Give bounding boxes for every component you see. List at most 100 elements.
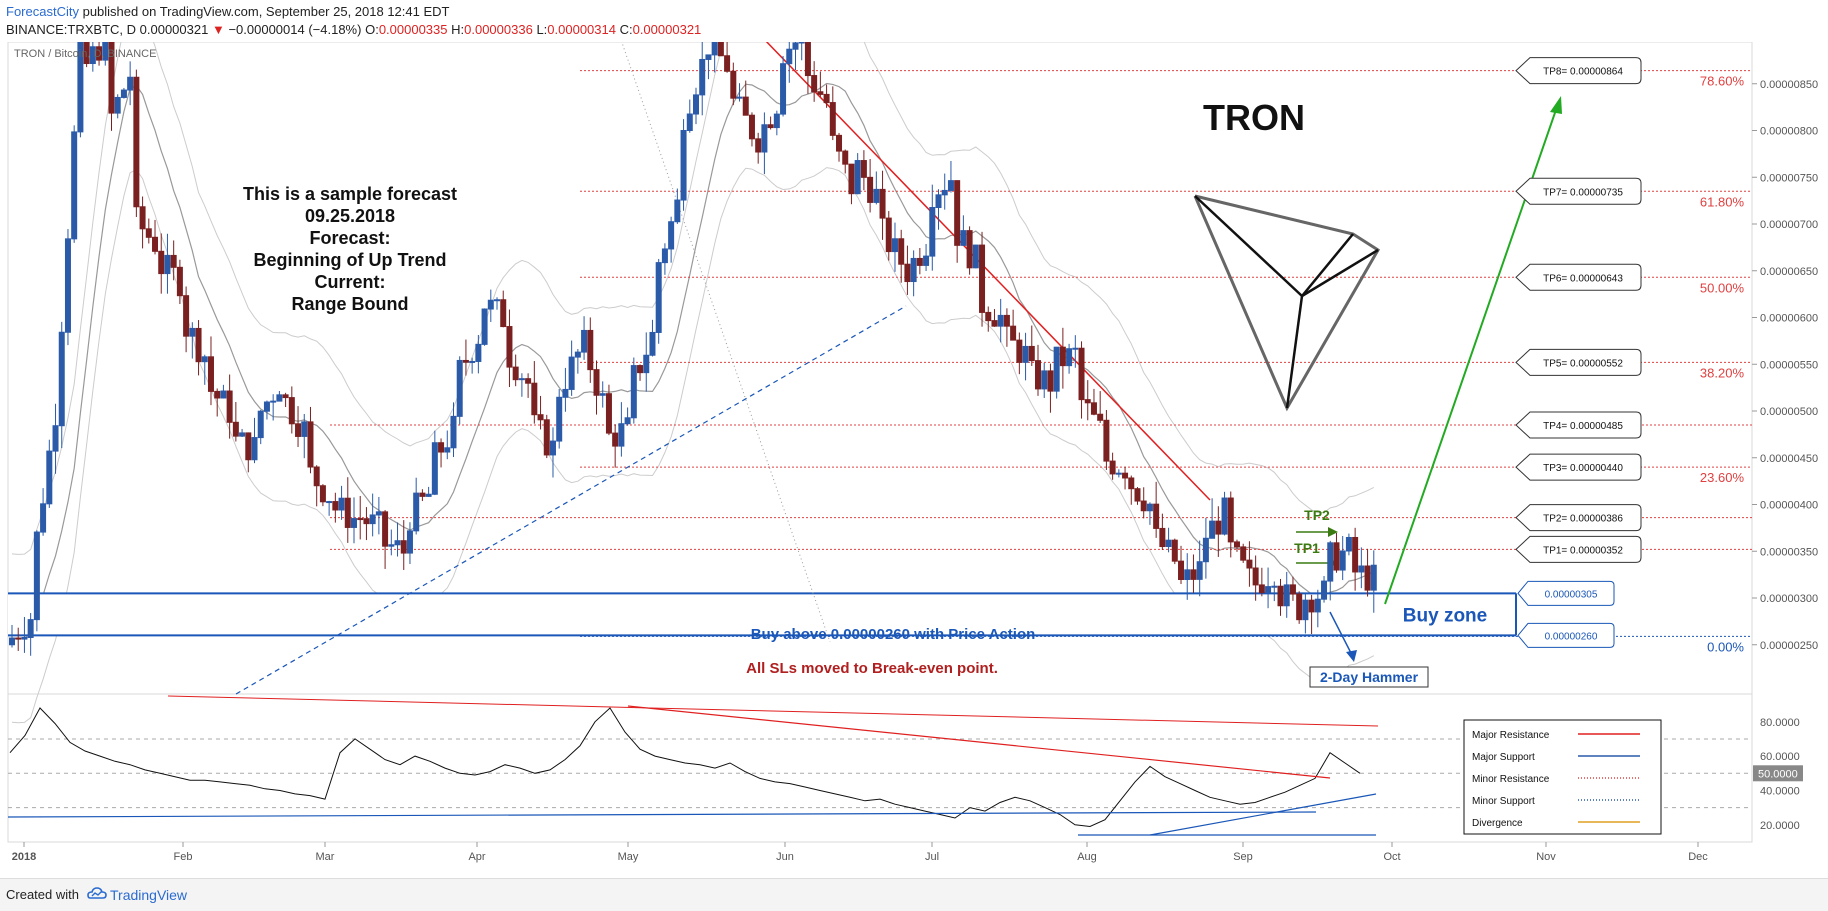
candle-up [413,492,420,532]
forecast-text-line: Current: [315,272,386,292]
candle-down [133,76,140,208]
author-link[interactable]: ForecastCity [6,4,79,19]
candle-down [176,266,183,297]
sl-note: All SLs moved to Break-even point. [746,660,998,677]
target-badge [1515,348,1642,376]
target-badge [1515,411,1642,439]
price-tick-label: 0.00000750 [1760,172,1818,184]
candle-up [780,63,787,115]
target-labels: TP8= 0.00000864 TP7= 0.00000735 TP6= 0.000… [1515,57,1642,563]
candle-up [786,48,793,65]
candle-down [462,359,469,363]
candle-up [46,450,53,505]
time-tick-label: Nov [1536,851,1556,863]
zone-price-badge-text: 0.00000305 [1545,589,1598,600]
candle-down [1308,599,1315,613]
rsi-tick-label: 60.0000 [1760,751,1800,763]
candle-up [1209,520,1216,539]
price-axis[interactable]: 0.00000900 0.00000850 0.00000800 0.00000750… [1752,42,1818,652]
tp2-arrow-head [1328,527,1338,537]
legend: Major Resistance Major Support Minor Resis… [1463,719,1662,835]
price-tick-label: 0.00000500 [1760,406,1818,418]
price-tick-label: 0.00000350 [1760,546,1818,558]
candle-up [456,359,463,417]
candle-up [375,511,382,516]
rsi-tick-label: 40.0000 [1760,785,1800,797]
time-tick-label: Dec [1688,851,1708,863]
bb-upper [11,42,1375,555]
candle-up [263,401,270,412]
candle-down [158,250,165,275]
candle-down [537,414,544,421]
candle-down [363,518,370,525]
price-tick-label: 0.00000850 [1760,79,1818,91]
candle-down [848,163,855,195]
tp2-label: TP2 [1304,507,1330,523]
candle-down [1352,536,1359,573]
rsi-pane[interactable] [7,693,1753,843]
major-resistance-trendline [765,42,1211,501]
candle-up [9,637,15,646]
zone-price-badge-text: 0.00000260 [1545,631,1598,642]
candle-down [1140,500,1147,512]
rsi-divergence-resistance [627,705,1331,779]
candle-down [1109,460,1116,475]
candle-up [1202,537,1209,563]
candle-up [469,360,476,363]
candle-down [506,326,513,368]
rsi-tick-label: 20.0000 [1760,820,1800,832]
candle-up [164,254,171,275]
tradingview-brand[interactable]: TradingView [110,887,188,903]
price-tick-label: 0.00000700 [1760,219,1818,231]
candle-down [1134,488,1141,502]
candle-down [724,55,731,72]
candle-up [674,199,681,223]
high-value: 0.00000336 [464,22,533,37]
candle-up [201,356,208,363]
price-pane[interactable] [7,42,1753,695]
candle-down [904,263,911,283]
candle-up [1066,348,1073,367]
candle-down [313,466,320,487]
pane-title: TRON / Bitcoin, D, BINANCE [14,48,156,60]
candle-up [1115,472,1122,475]
candle-up [699,58,706,96]
buy-zone-area [8,593,1516,636]
candle-down [979,244,986,313]
candle-up [338,497,345,511]
candle-up [450,415,457,449]
target-label: TP8= 0.00000864 [1543,67,1623,78]
time-axis[interactable]: 2018 Feb Mar Apr May Jun Jul Aug Sep Oct Nov Dec [12,842,1709,863]
candle-up [643,354,650,374]
candle-up [680,129,687,201]
fib-label: 50.00% [1700,280,1745,295]
tradingview-chart[interactable]: 78.60% 61.80% 50.00% 38.20% 23.60% 0.00% Buy … [0,42,1828,878]
candle-down [1153,503,1160,529]
candle-up [1283,584,1290,607]
candle-up [114,96,121,114]
candle-up [1370,564,1377,591]
close-label: C: [619,22,633,37]
candle-down [1227,497,1234,543]
candle-up [761,124,768,153]
candle-down [1258,584,1265,594]
rsi-current-badge [1753,765,1803,782]
time-tick-label: Aug [1077,851,1097,863]
candle-down [245,432,252,461]
candle-down [400,540,407,554]
candle-up [960,230,967,246]
candle-up [997,314,1004,327]
down-arrow-icon: ▼ [211,22,225,37]
candle-down [1289,584,1296,595]
candle-down [512,366,519,381]
candle-up [21,637,28,640]
candle-up [711,42,718,56]
candle-down [1122,472,1129,479]
candle-down [214,390,221,399]
candle-up [220,390,227,399]
candlesticks [9,42,1377,656]
candle-down [1296,593,1303,621]
legend-item-label: Minor Resistance [1472,774,1550,785]
candle-down [804,42,811,77]
fib-label: 78.60% [1700,74,1745,89]
